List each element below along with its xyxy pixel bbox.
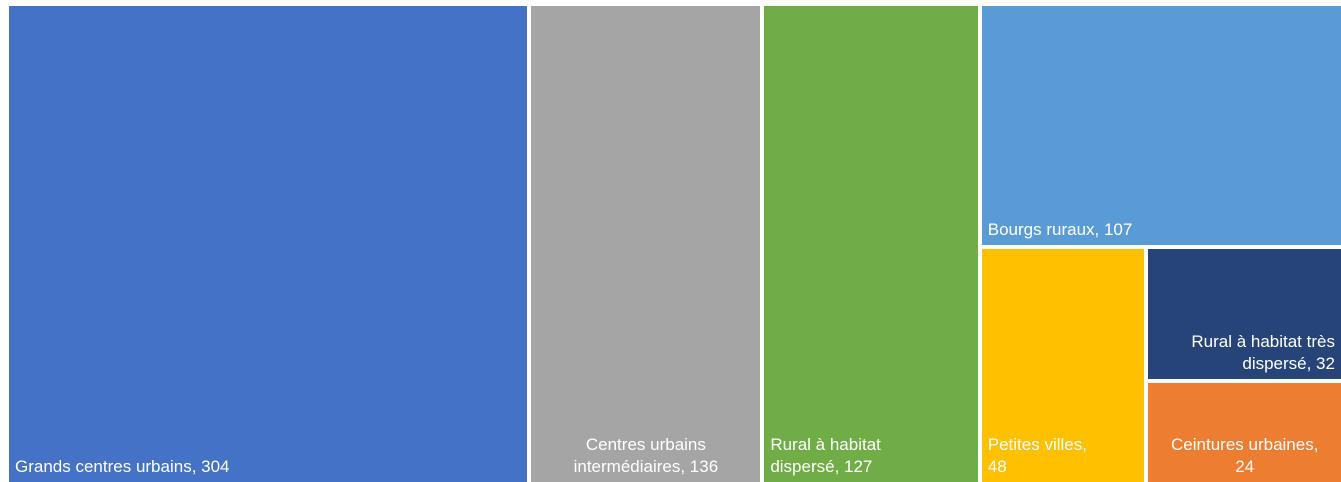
tile-label-rural-habitat-tres-disperse: Rural à habitat très dispersé, 32 (1191, 332, 1335, 374)
tile-grands-centres-urbains: Grands centres urbains, 304 (9, 6, 528, 482)
tile-centres-urbains-intermediaires: Centres urbains intermédiaires, 136 (531, 6, 761, 482)
tile-label-ceintures-urbaines: Ceintures urbaines, 24 (1171, 434, 1319, 476)
tile-rural-habitat-tres-disperse: Rural à habitat très dispersé, 32 (1148, 249, 1341, 380)
tile-label-rural-habitat-disperse: Rural à habitat dispersé, 127 (770, 435, 881, 476)
tile-label-centres-urbains-intermediaires: Centres urbains intermédiaires, 136 (573, 435, 719, 476)
tile-ceintures-urbaines: Ceintures urbaines, 24 (1148, 383, 1341, 482)
tile-petites-villes: Petites villes, 48 (981, 249, 1145, 482)
tile-rural-habitat-disperse: Rural à habitat dispersé, 127 (764, 6, 978, 482)
tile-bourgs-ruraux: Bourgs ruraux, 107 (981, 6, 1341, 246)
tile-label-bourgs-ruraux: Bourgs ruraux, 107 (987, 220, 1133, 240)
tile-label-petites-villes: Petites villes, 48 (987, 434, 1087, 476)
tile-label-grands-centres-urbains: Grands centres urbains, 304 (15, 457, 230, 476)
